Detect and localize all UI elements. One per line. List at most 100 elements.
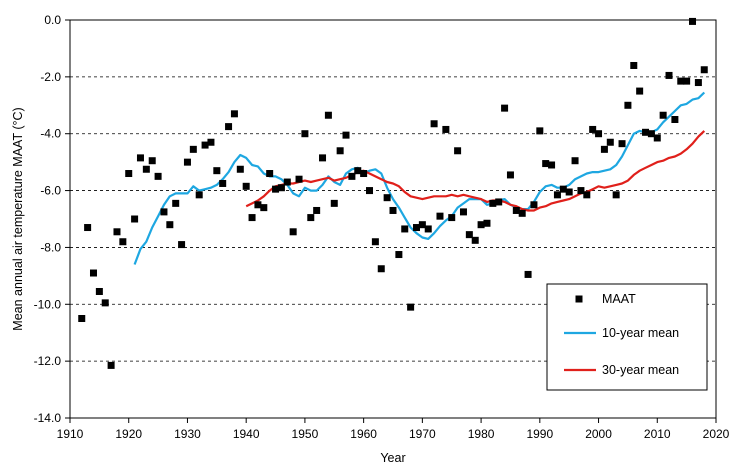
maat-point	[518, 209, 526, 217]
x-tick-label: 1920	[115, 427, 142, 441]
maat-point	[465, 231, 473, 239]
maat-point	[131, 215, 139, 223]
legend-label-10-year-mean: 10-year mean	[602, 326, 679, 340]
series-line-10-year-mean	[133, 91, 706, 265]
maat-point	[283, 178, 291, 186]
maat-point	[84, 224, 92, 232]
maat-point	[324, 111, 332, 119]
maat-point	[659, 111, 667, 119]
maat-point	[348, 172, 356, 180]
maat-point	[277, 184, 285, 192]
legend: MAAT 10-year mean 30-year mean	[546, 283, 708, 391]
maat-point	[665, 71, 673, 79]
maat-point	[230, 110, 238, 118]
y-tick-label: -6.0	[40, 184, 61, 198]
maat-point	[542, 160, 550, 168]
maat-point	[589, 125, 597, 133]
y-tick-label: -10.0	[34, 297, 62, 311]
maat-point	[89, 269, 97, 277]
maat-point	[595, 130, 603, 138]
maat-point	[107, 361, 115, 369]
maat-point	[512, 206, 520, 214]
maat-point	[694, 79, 702, 87]
maat-point	[125, 170, 133, 178]
maat-point	[183, 158, 191, 166]
maat-point	[471, 236, 479, 244]
series-layer	[78, 17, 708, 369]
maat-point	[225, 123, 233, 131]
legend-label-maat: MAAT	[602, 292, 636, 306]
maat-point	[319, 154, 327, 162]
x-tick-label: 1940	[233, 427, 260, 441]
maat-point	[213, 167, 221, 175]
x-tick-label: 1910	[57, 427, 84, 441]
maat-point	[266, 170, 274, 178]
maat-point	[401, 225, 409, 233]
maat-point	[289, 228, 297, 236]
maat-point	[113, 228, 121, 236]
maat-point	[683, 77, 691, 85]
maat-point	[178, 241, 186, 249]
maat-point	[524, 270, 532, 278]
maat-point	[371, 238, 379, 246]
legend-box	[546, 283, 708, 391]
maat-point	[189, 145, 197, 153]
maat-point	[653, 134, 661, 142]
maat-point	[559, 185, 567, 193]
maat-point	[272, 185, 280, 193]
maat-point	[336, 147, 344, 155]
maat-point	[101, 299, 109, 307]
maat-point	[495, 198, 503, 206]
x-tick-label: 1990	[526, 427, 553, 441]
maat-point	[360, 170, 368, 178]
x-tick-label: 1960	[350, 427, 377, 441]
maat-point	[442, 125, 450, 133]
maat-point	[201, 141, 209, 149]
maat-point	[407, 303, 415, 311]
maat-point	[78, 315, 86, 322]
maat-point	[647, 130, 655, 138]
maat-point	[366, 187, 374, 195]
maat-point	[565, 188, 573, 196]
maat-point	[636, 87, 644, 95]
maat-point	[383, 194, 391, 202]
maat-point	[377, 265, 385, 273]
maat-point	[136, 154, 144, 162]
maat-point	[95, 287, 103, 295]
maat-point	[254, 201, 262, 209]
maat-point	[436, 212, 444, 220]
maat-point	[418, 221, 426, 229]
maat-point	[536, 127, 544, 135]
maat-point	[454, 147, 462, 155]
maat-point	[219, 179, 227, 187]
maat-point	[295, 175, 303, 183]
maat-point	[612, 191, 620, 199]
maat-point	[489, 199, 497, 207]
x-tick-label: 1950	[292, 427, 319, 441]
maat-point	[242, 182, 250, 190]
maat-point	[307, 214, 315, 222]
x-tick-label: 1970	[409, 427, 436, 441]
maat-point	[248, 214, 256, 222]
maat-point	[260, 204, 268, 212]
maat-point	[172, 199, 180, 207]
plot-frame	[69, 19, 717, 419]
x-axis-title: Year	[380, 451, 405, 465]
legend-marker-maat	[575, 295, 583, 303]
maat-point	[389, 206, 397, 214]
series-line-30-year-mean	[245, 130, 706, 212]
maat-point	[677, 77, 685, 85]
maat-point	[583, 191, 591, 199]
maat-point	[313, 206, 321, 214]
maat-point	[483, 219, 491, 227]
x-axis-ticks: 1910 1920 1930 1940 1950 1960 1970 1980 1990 2000…	[57, 418, 730, 441]
maat-point	[618, 140, 626, 148]
maat-point	[689, 17, 697, 25]
maat-point	[148, 157, 156, 165]
y-tick-label: -14.0	[34, 411, 62, 425]
x-tick-label: 1980	[468, 427, 495, 441]
maat-point	[501, 104, 509, 112]
maat-point	[160, 208, 168, 216]
